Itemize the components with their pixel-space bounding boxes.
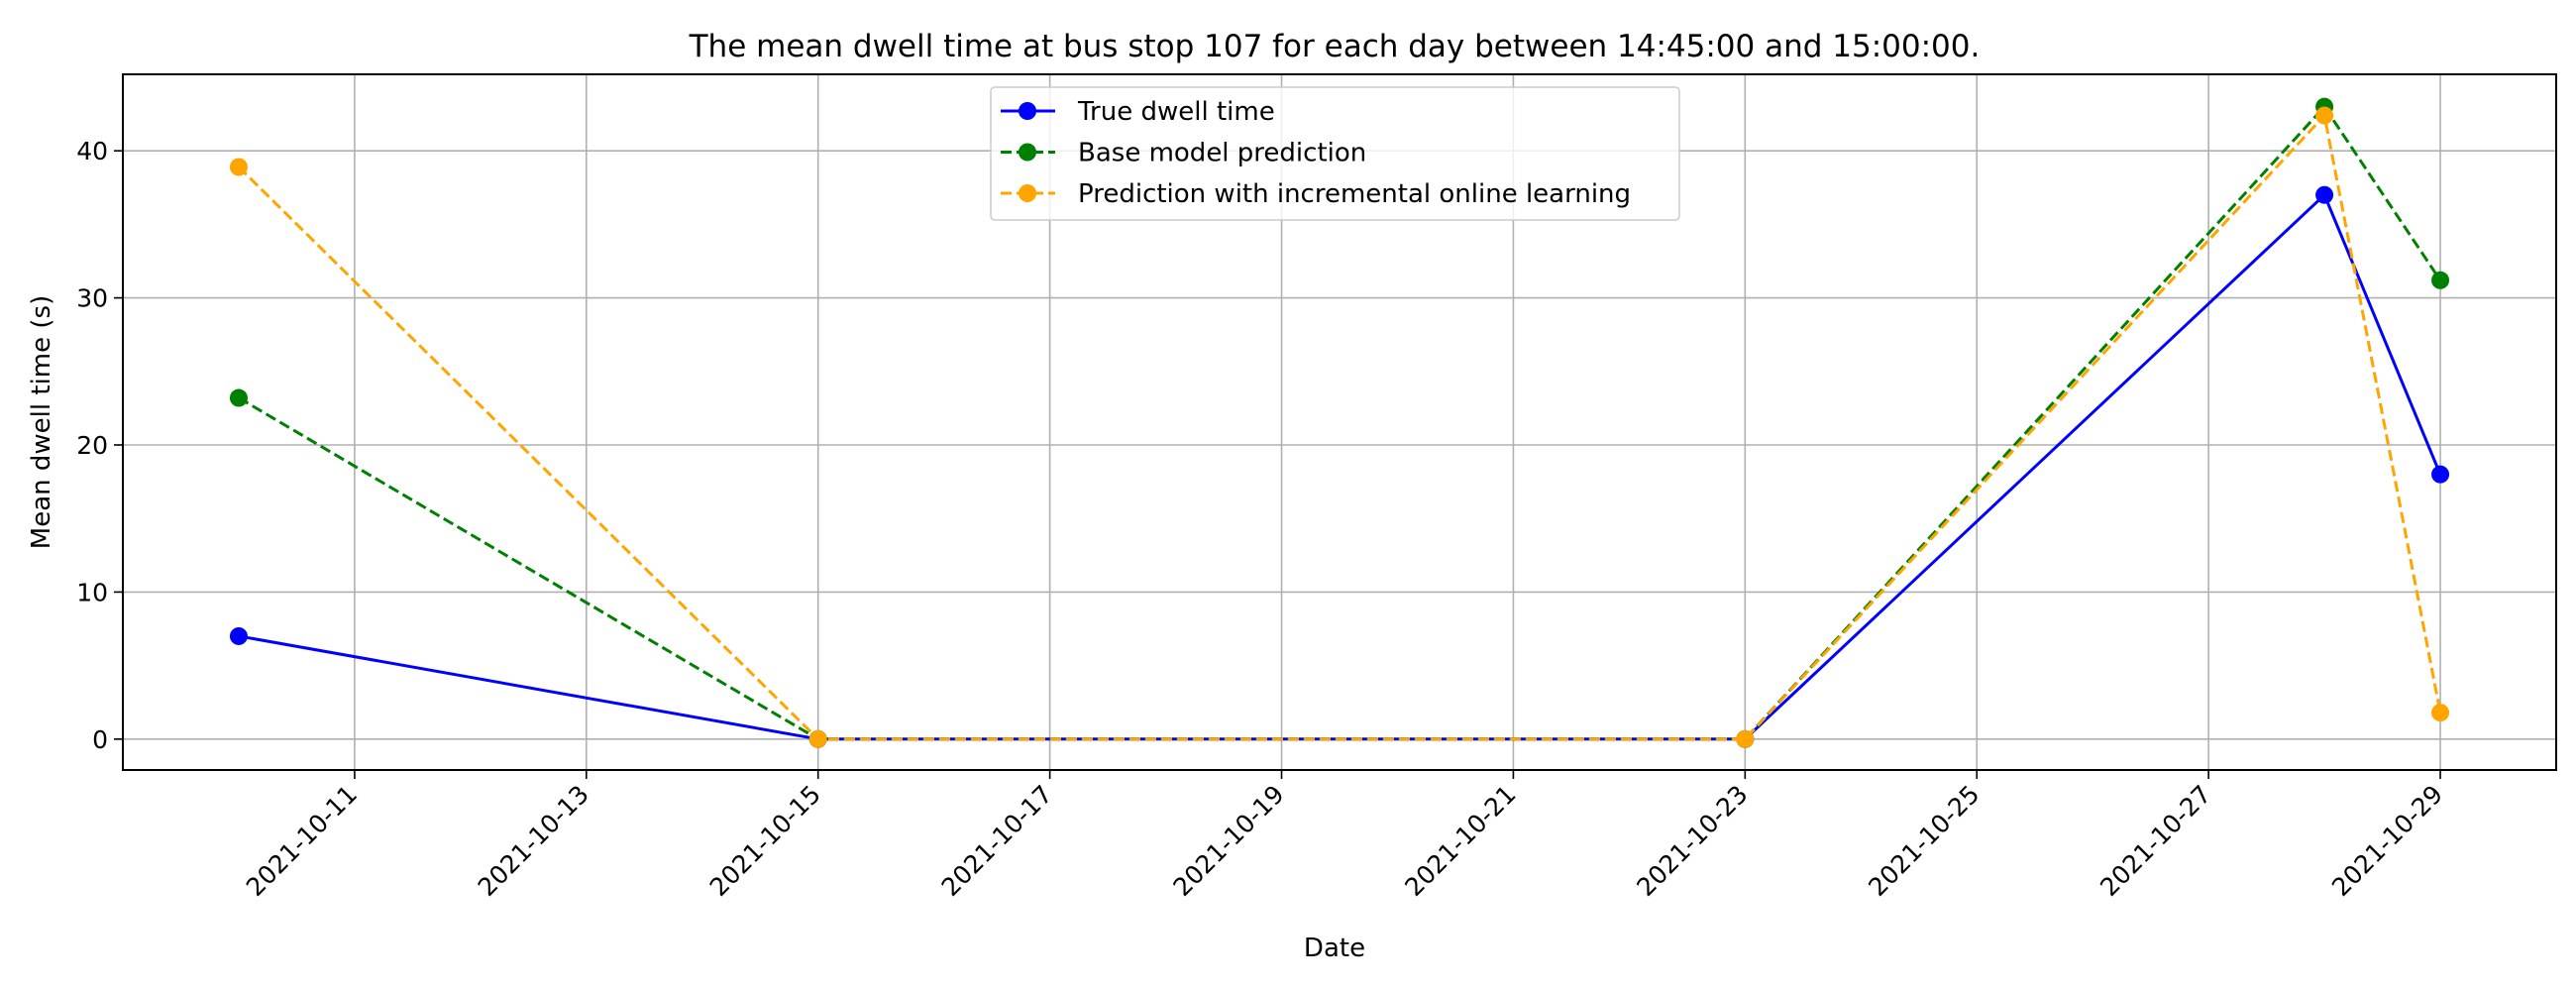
series-line [238, 105, 2442, 741]
data-point [2431, 271, 2450, 289]
data-point [229, 388, 248, 407]
data-point [808, 729, 827, 748]
legend-marker [1019, 184, 1036, 202]
data-point [2431, 704, 2450, 722]
legend-box [990, 86, 1680, 221]
legend-label: Base model prediction [1078, 139, 1366, 168]
data-point [229, 158, 248, 176]
x-axis-label: Date [1304, 934, 1365, 963]
legend-label: Prediction with incremental online learn… [1078, 179, 1631, 209]
chart-title: The mean dwell time at bus stop 107 for … [689, 29, 1981, 64]
series-line [237, 114, 2442, 741]
y-tick-label: 40 [76, 137, 108, 165]
legend-entry: Base model prediction [1001, 139, 1366, 168]
series-layer [229, 97, 2450, 748]
legend-marker [1019, 102, 1036, 120]
y-tick-label: 10 [76, 578, 108, 606]
series-3 [229, 106, 2450, 748]
plot-frame [122, 73, 2557, 771]
legend-label: True dwell time [1077, 97, 1275, 127]
y-tick-label: 30 [76, 284, 108, 313]
data-point [2315, 185, 2334, 204]
legend-entry: Prediction with incremental online learn… [1001, 179, 1631, 209]
data-point [2315, 106, 2334, 125]
y-tick-label: 20 [76, 431, 108, 460]
legend: True dwell time Base model prediction Pred… [990, 86, 1680, 221]
data-point [2431, 465, 2450, 484]
y-axis-label: Mean dwell time (s) [27, 295, 56, 549]
data-point [229, 626, 248, 645]
y-tick-label: 0 [92, 725, 108, 754]
legend-marker [1019, 143, 1036, 162]
legend-entry: True dwell time [1001, 97, 1275, 127]
data-point [1736, 729, 1755, 748]
